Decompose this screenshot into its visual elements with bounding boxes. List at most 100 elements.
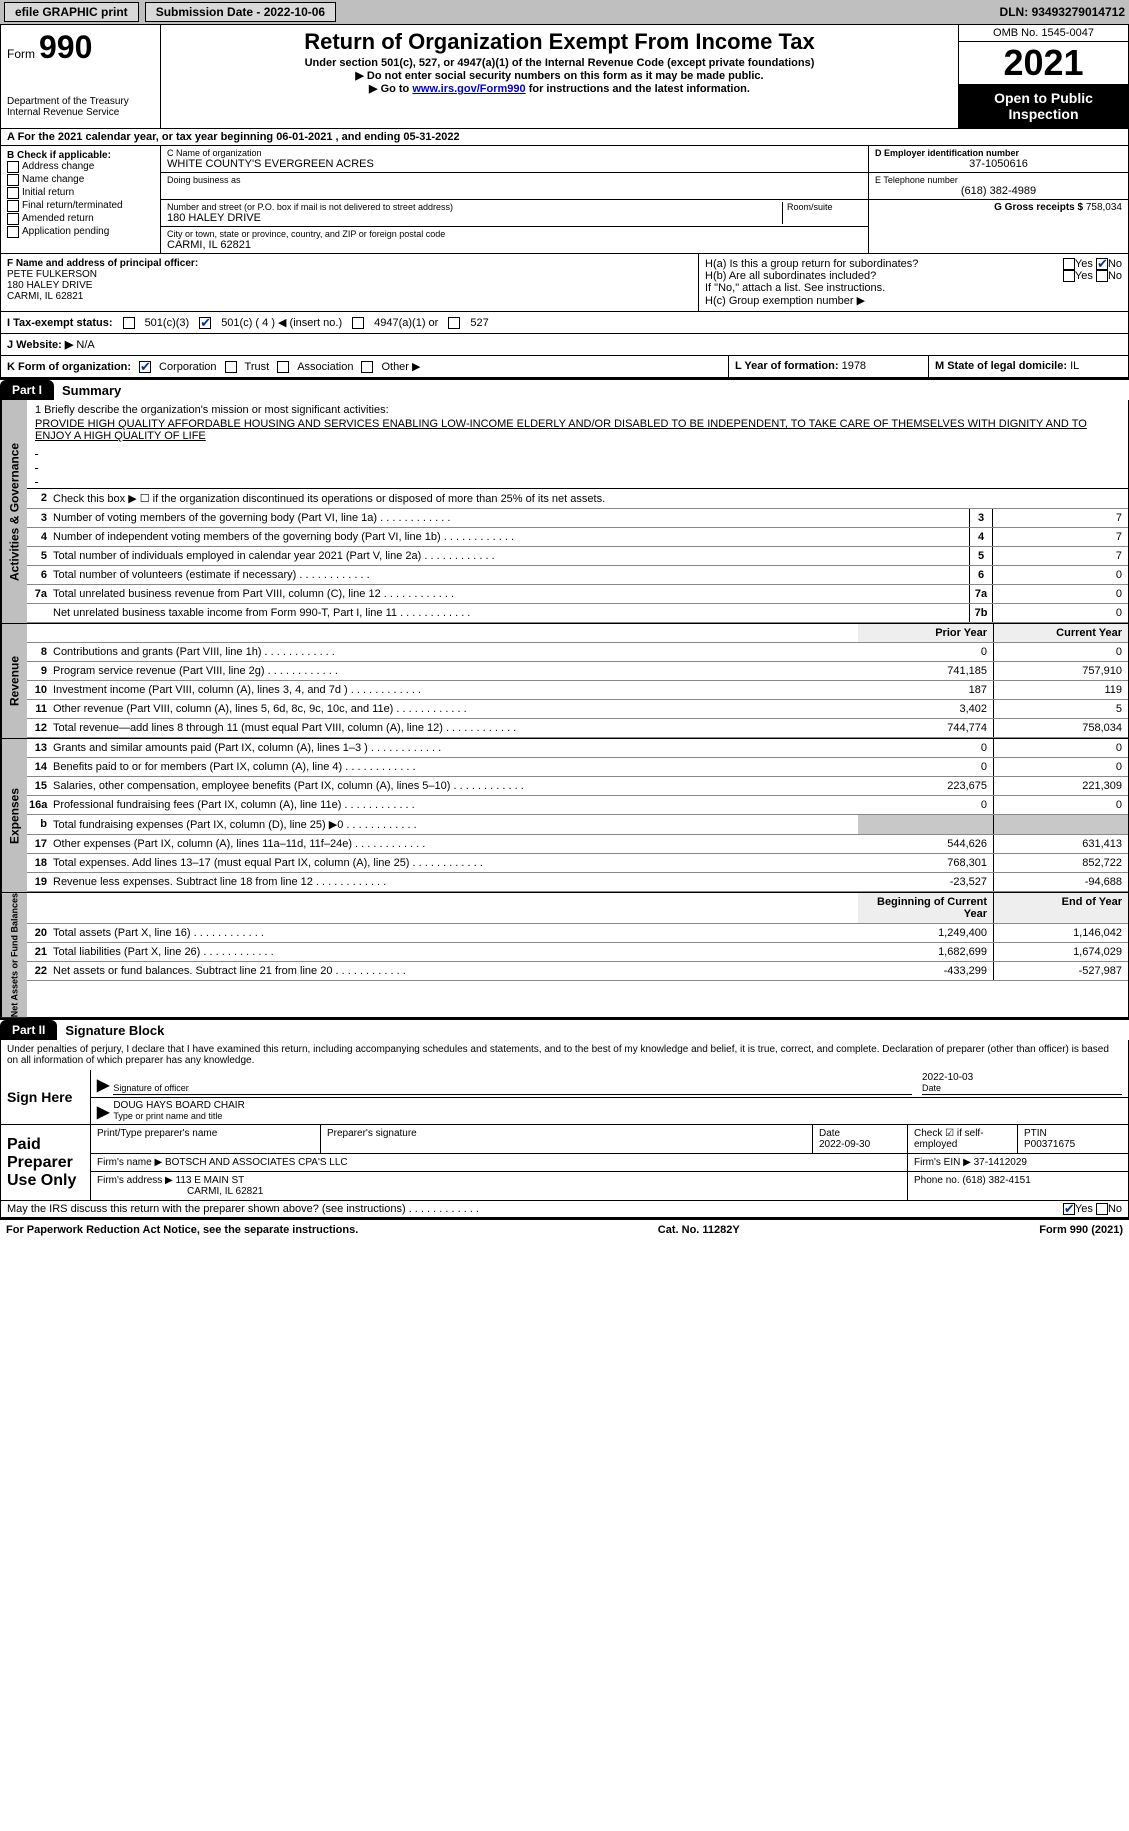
website: N/A — [76, 339, 94, 351]
discuss-yes-checkbox[interactable] — [1063, 1203, 1075, 1215]
ha-no-checkbox[interactable] — [1096, 258, 1108, 270]
box-h: H(a) Is this a group return for subordin… — [698, 254, 1128, 311]
header-sub1: Under section 501(c), 527, or 4947(a)(1)… — [169, 57, 950, 69]
vtab-revenue: Revenue — [1, 624, 27, 738]
summary-line: 22Net assets or fund balances. Subtract … — [27, 962, 1128, 981]
dln-label: DLN: 93493279014712 — [1000, 5, 1125, 19]
firm-addr2: CARMI, IL 62821 — [97, 1186, 263, 1197]
summary-line: 18Total expenses. Add lines 13–17 (must … — [27, 854, 1128, 873]
summary-line: 3Number of voting members of the governi… — [27, 509, 1128, 528]
row-k: K Form of organization: Corporation Trus… — [0, 356, 1129, 378]
paid-preparer-label: Paid Preparer Use Only — [1, 1125, 91, 1200]
row-f-h: F Name and address of principal officer:… — [0, 254, 1129, 312]
box-c: C Name of organization WHITE COUNTY'S EV… — [161, 146, 868, 253]
chk-address-change[interactable]: Address change — [7, 161, 154, 173]
form-number: Form 990 — [7, 29, 154, 66]
summary-line: 14Benefits paid to or for members (Part … — [27, 758, 1128, 777]
summary-expenses: Expenses 13Grants and similar amounts pa… — [0, 739, 1129, 893]
row-i-tax-status: I Tax-exempt status: 501(c)(3) 501(c) ( … — [0, 312, 1129, 334]
summary-line: 7aTotal unrelated business revenue from … — [27, 585, 1128, 604]
submission-date-button[interactable]: Submission Date - 2022-10-06 — [145, 2, 336, 22]
chk-final-return[interactable]: Final return/terminated — [7, 200, 154, 212]
dept-treasury: Department of the Treasury — [7, 96, 154, 107]
omb-number: OMB No. 1545-0047 — [959, 25, 1128, 42]
prep-date: 2022-09-30 — [819, 1139, 870, 1150]
part2-header: Part II Signature Block — [0, 1018, 1129, 1040]
chk-initial-return[interactable]: Initial return — [7, 187, 154, 199]
box-de: D Employer identification number 37-1050… — [868, 146, 1128, 253]
summary-line: 20Total assets (Part X, line 16)1,249,40… — [27, 924, 1128, 943]
summary-line: 11Other revenue (Part VIII, column (A), … — [27, 700, 1128, 719]
chk-501c[interactable] — [199, 317, 211, 329]
summary-line: 10Investment income (Part VIII, column (… — [27, 681, 1128, 700]
state-domicile: IL — [1070, 360, 1079, 372]
self-employed-check[interactable]: Check ☑ if self-employed — [908, 1125, 1018, 1153]
chk-other[interactable] — [361, 361, 373, 373]
officer-printed: DOUG HAYS BOARD CHAIR — [113, 1100, 1122, 1111]
gross-receipts: 758,034 — [1086, 202, 1122, 213]
row-j: J Website: ▶ N/A — [0, 334, 1129, 356]
chk-trust[interactable] — [225, 361, 237, 373]
tax-year: 2021 — [959, 42, 1128, 84]
summary-ag: Activities & Governance 1 Briefly descri… — [0, 400, 1129, 624]
summary-line: 4Number of independent voting members of… — [27, 528, 1128, 547]
hb-no-checkbox[interactable] — [1096, 270, 1108, 282]
summary-revenue: Revenue Prior Year Current Year 8Contrib… — [0, 624, 1129, 739]
officer-name: PETE FULKERSON — [7, 269, 692, 280]
summary-line: 5Total number of individuals employed in… — [27, 547, 1128, 566]
summary-line: 8Contributions and grants (Part VIII, li… — [27, 643, 1128, 662]
sig-date: 2022-10-03 — [922, 1072, 1122, 1083]
box-f: F Name and address of principal officer:… — [1, 254, 698, 311]
chk-name-change[interactable]: Name change — [7, 174, 154, 186]
summary-line: 9Program service revenue (Part VIII, lin… — [27, 662, 1128, 681]
efile-graphic-button[interactable]: efile GRAPHIC print — [4, 2, 139, 22]
discuss-row: May the IRS discuss this return with the… — [0, 1201, 1129, 1218]
chk-corp[interactable] — [139, 361, 151, 373]
summary-line: 12Total revenue—add lines 8 through 11 (… — [27, 719, 1128, 738]
header-left: Form 990 Department of the Treasury Inte… — [1, 25, 161, 128]
year-formation: 1978 — [842, 360, 866, 372]
ptin: P00371675 — [1024, 1139, 1075, 1150]
tax-period: A For the 2021 calendar year, or tax yea… — [0, 129, 1129, 146]
phone: (618) 382-4989 — [875, 185, 1122, 197]
vtab-expenses: Expenses — [1, 739, 27, 892]
chk-501c3[interactable] — [123, 317, 135, 329]
hb-yes-checkbox[interactable] — [1063, 270, 1075, 282]
org-name: WHITE COUNTY'S EVERGREEN ACRES — [167, 158, 862, 170]
chk-527[interactable] — [448, 317, 460, 329]
header-title-block: Return of Organization Exempt From Incom… — [161, 25, 958, 128]
mission-text: PROVIDE HIGH QUALITY AFFORDABLE HOUSING … — [35, 418, 1120, 442]
summary-line: Net unrelated business taxable income fr… — [27, 604, 1128, 623]
summary-netassets: Net Assets or Fund Balances Beginning of… — [0, 893, 1129, 1018]
chk-4947[interactable] — [352, 317, 364, 329]
chk-amended[interactable]: Amended return — [7, 213, 154, 225]
ha-yes-checkbox[interactable] — [1063, 258, 1075, 270]
chk-assoc[interactable] — [277, 361, 289, 373]
firm-phone: (618) 382-4151 — [962, 1175, 1030, 1186]
summary-line: 16aProfessional fundraising fees (Part I… — [27, 796, 1128, 815]
form-ref: Form 990 (2021) — [1039, 1224, 1123, 1236]
vtab-netassets: Net Assets or Fund Balances — [1, 893, 27, 1017]
ein: 37-1050616 — [875, 158, 1122, 170]
open-to-public: Open to Public Inspection — [959, 84, 1128, 128]
summary-line: 15Salaries, other compensation, employee… — [27, 777, 1128, 796]
form-header: Form 990 Department of the Treasury Inte… — [0, 24, 1129, 129]
summary-line: 13Grants and similar amounts paid (Part … — [27, 739, 1128, 758]
org-city: CARMI, IL 62821 — [167, 239, 862, 251]
signature-block: Sign Here ▶ Signature of officer 2022-10… — [0, 1070, 1129, 1201]
header-right: OMB No. 1545-0047 2021 Open to Public In… — [958, 25, 1128, 128]
irs-link[interactable]: www.irs.gov/Form990 — [412, 83, 525, 95]
chk-app-pending[interactable]: Application pending — [7, 226, 154, 238]
org-street: 180 HALEY DRIVE — [167, 212, 782, 224]
mission-block: 1 Briefly describe the organization's mi… — [27, 400, 1128, 489]
firm-addr1: 113 E MAIN ST — [176, 1175, 245, 1186]
header-sub2: ▶ Do not enter social security numbers o… — [169, 69, 950, 82]
firm-name: BOTSCH AND ASSOCIATES CPA'S LLC — [165, 1157, 348, 1168]
discuss-no-checkbox[interactable] — [1096, 1203, 1108, 1215]
efile-topbar: efile GRAPHIC print Submission Date - 20… — [0, 0, 1129, 24]
form-title: Return of Organization Exempt From Incom… — [169, 29, 950, 55]
sign-here-label: Sign Here — [1, 1070, 91, 1124]
page-footer: For Paperwork Reduction Act Notice, see … — [0, 1220, 1129, 1240]
header-sub3: ▶ Go to www.irs.gov/Form990 for instruct… — [169, 82, 950, 95]
firm-ein: 37-1412029 — [974, 1157, 1027, 1168]
